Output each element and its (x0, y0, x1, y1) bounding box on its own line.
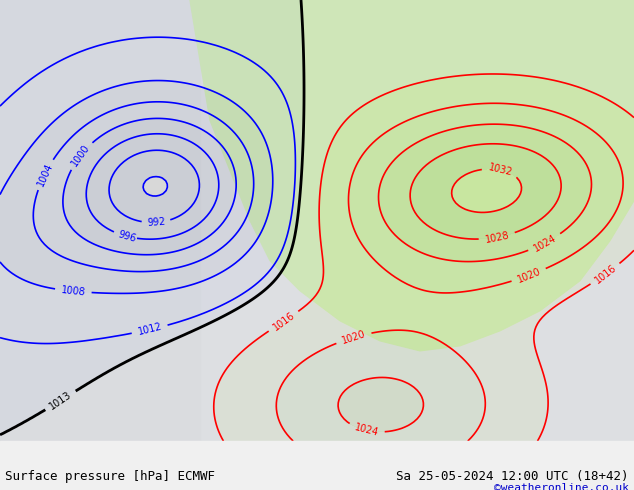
Text: 1016: 1016 (271, 310, 296, 333)
Text: 1020: 1020 (340, 329, 367, 346)
Text: 1004: 1004 (36, 161, 55, 188)
Text: 1028: 1028 (484, 230, 510, 245)
Text: 1020: 1020 (515, 266, 542, 285)
Text: 1008: 1008 (61, 285, 86, 297)
Text: 1024: 1024 (532, 232, 558, 253)
Text: 1024: 1024 (353, 422, 380, 438)
Bar (0, 441, 634, 490)
Text: Sa 25-05-2024 12:00 UTC (18+42): Sa 25-05-2024 12:00 UTC (18+42) (396, 469, 629, 483)
Text: 1032: 1032 (487, 162, 514, 177)
Text: 1000: 1000 (69, 143, 92, 169)
Text: 1012: 1012 (136, 321, 163, 337)
Text: ©weatheronline.co.uk: ©weatheronline.co.uk (494, 483, 629, 490)
Text: Surface pressure [hPa] ECMWF: Surface pressure [hPa] ECMWF (5, 469, 215, 483)
Bar (0, 0, 200, 441)
Text: 1013: 1013 (48, 390, 74, 412)
Polygon shape (300, 0, 450, 100)
Text: 1016: 1016 (593, 263, 618, 286)
Polygon shape (190, 0, 634, 351)
Text: 996: 996 (117, 229, 138, 244)
Text: 992: 992 (146, 217, 165, 228)
